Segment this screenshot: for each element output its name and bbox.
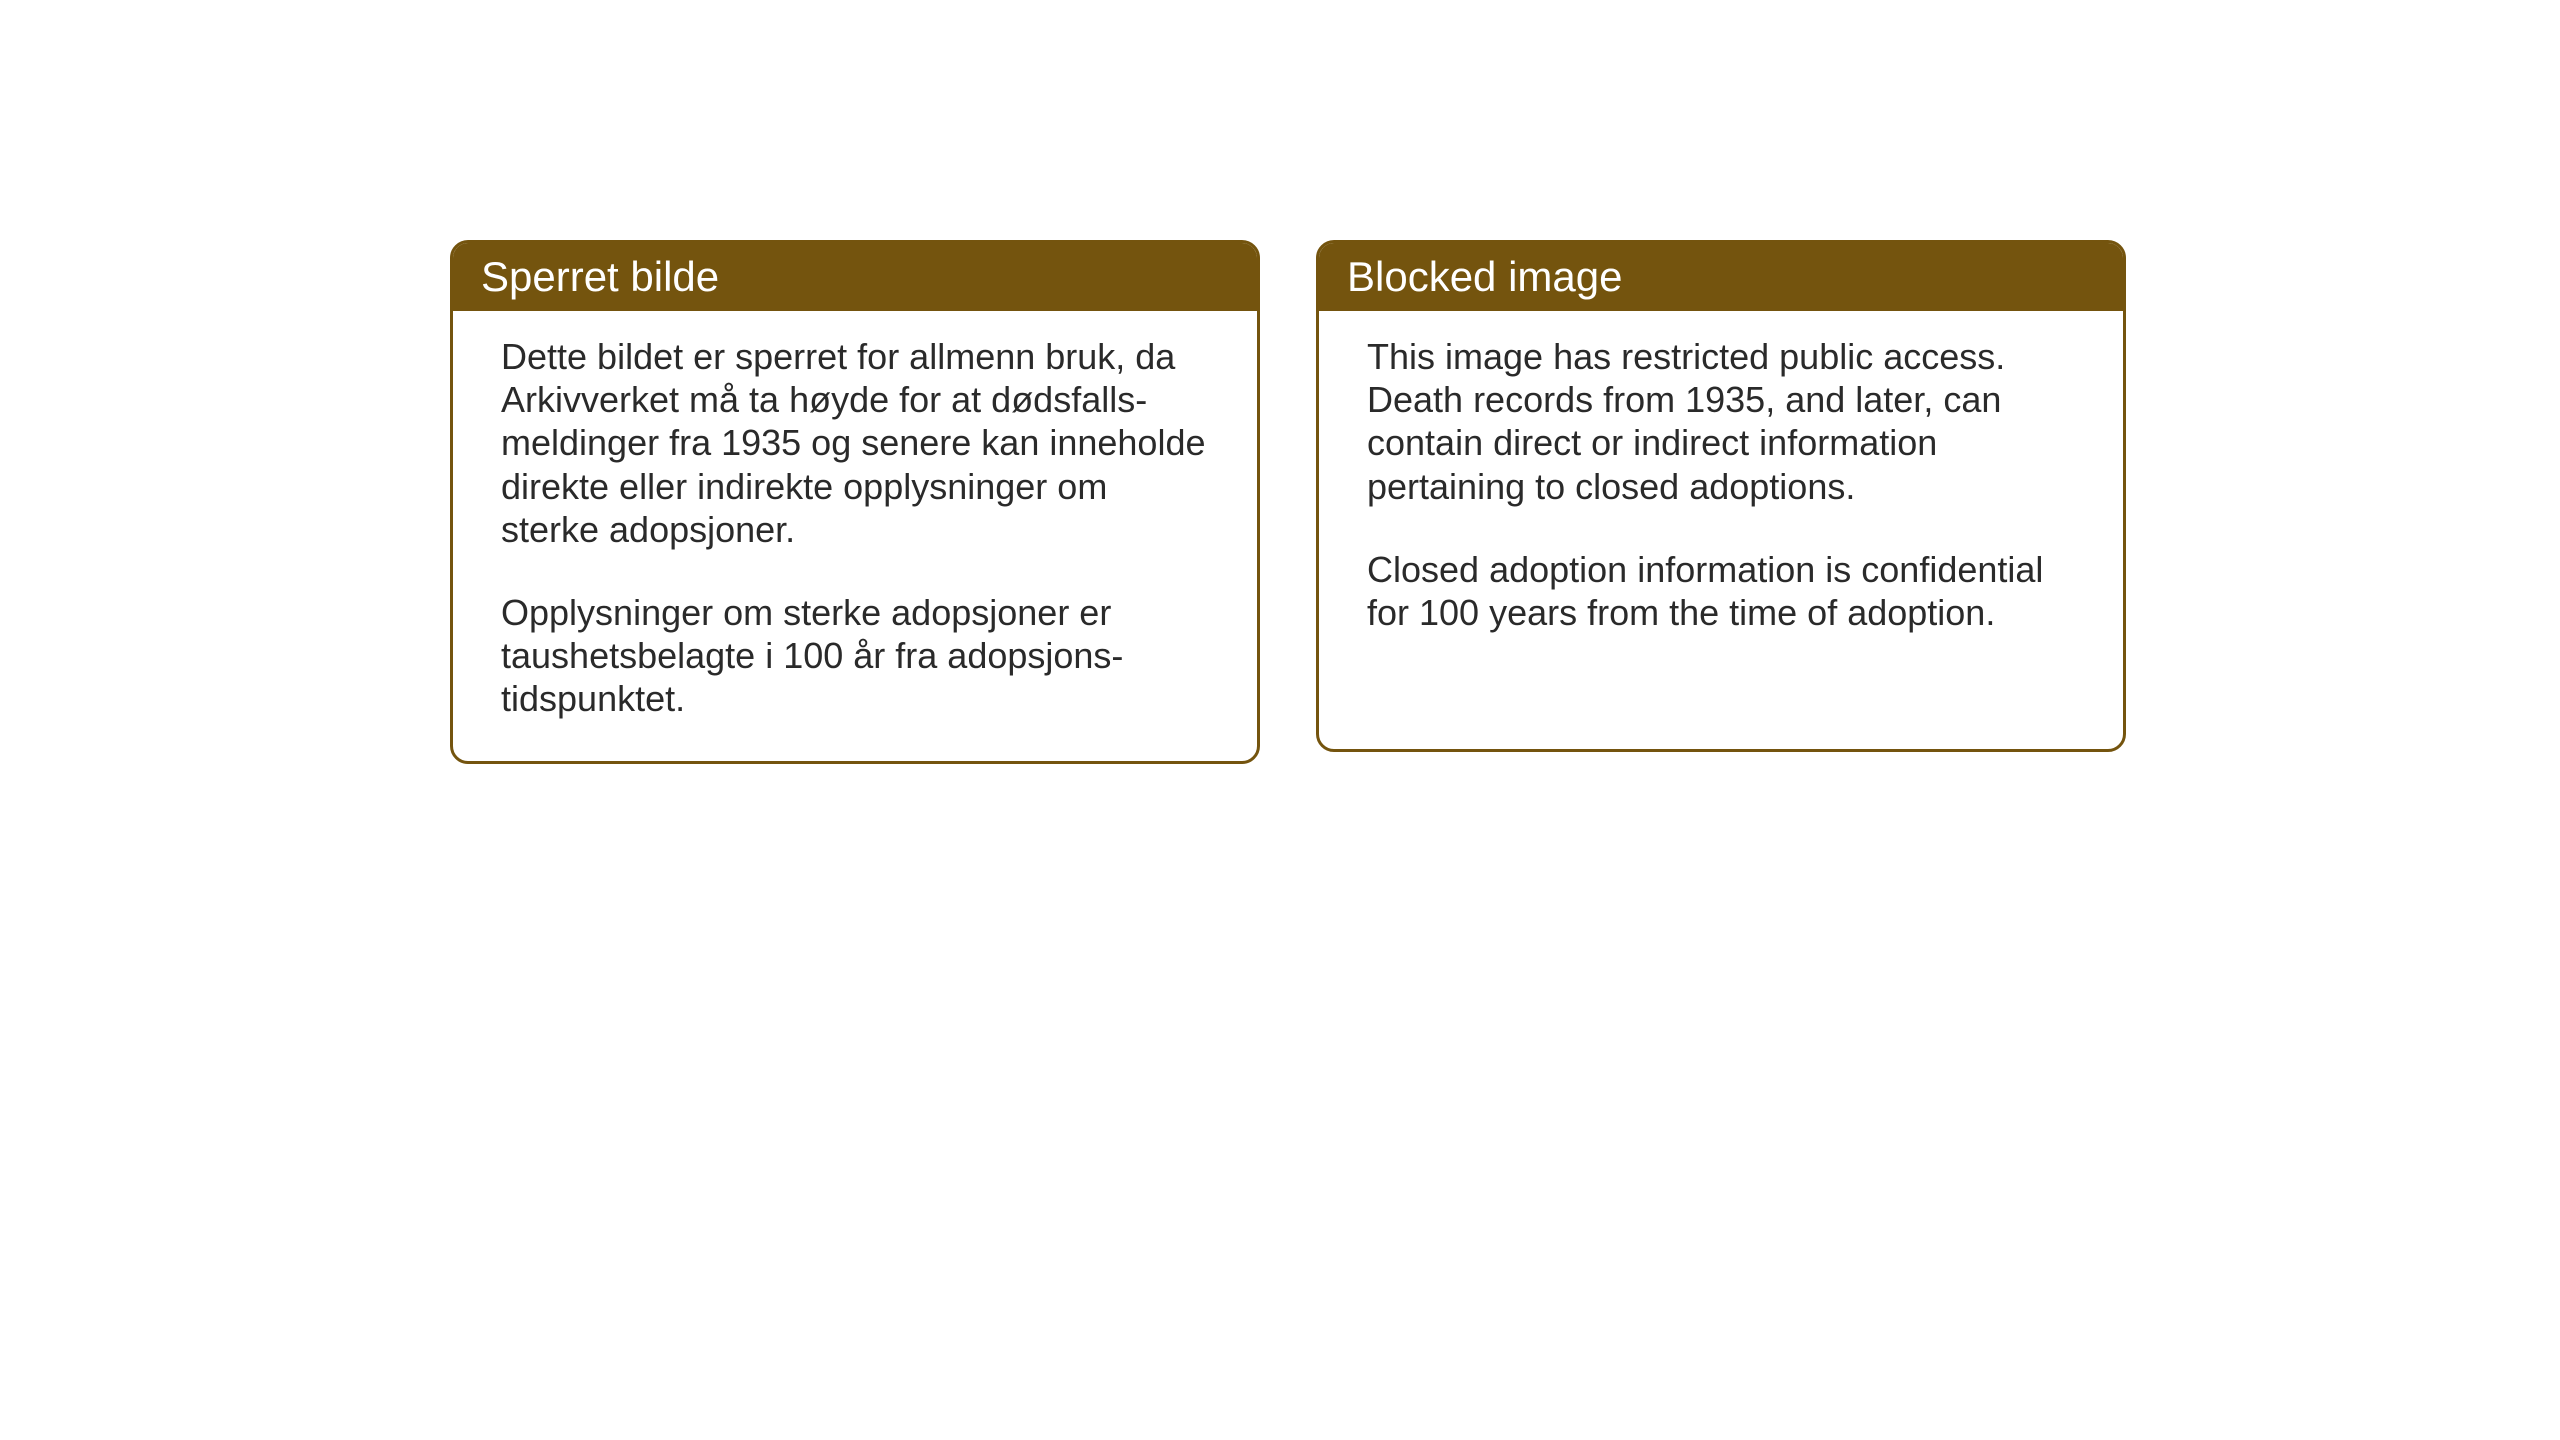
notice-paragraph-1-en: This image has restricted public access.… <box>1367 335 2075 508</box>
card-body-norwegian: Dette bildet er sperret for allmenn bruk… <box>453 311 1257 761</box>
card-header-norwegian: Sperret bilde <box>453 243 1257 311</box>
card-title-norwegian: Sperret bilde <box>481 253 719 300</box>
notice-card-norwegian: Sperret bilde Dette bildet er sperret fo… <box>450 240 1260 764</box>
card-body-english: This image has restricted public access.… <box>1319 311 2123 674</box>
notice-paragraph-2-no: Opplysninger om sterke adopsjoner er tau… <box>501 591 1209 721</box>
notice-cards-container: Sperret bilde Dette bildet er sperret fo… <box>450 240 2126 764</box>
notice-paragraph-1-no: Dette bildet er sperret for allmenn bruk… <box>501 335 1209 551</box>
notice-paragraph-2-en: Closed adoption information is confident… <box>1367 548 2075 634</box>
card-title-english: Blocked image <box>1347 253 1622 300</box>
card-header-english: Blocked image <box>1319 243 2123 311</box>
notice-card-english: Blocked image This image has restricted … <box>1316 240 2126 752</box>
